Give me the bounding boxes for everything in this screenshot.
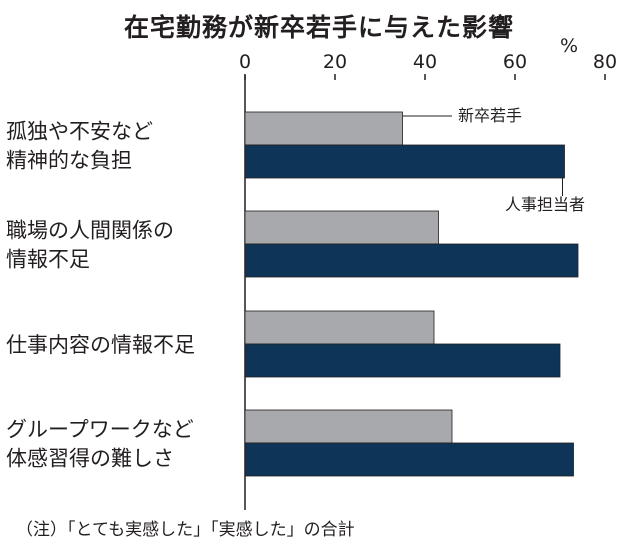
footnote: （注）「とても実感した」「実感した」の合計 [16,520,355,540]
chart-title: 在宅勤務が新卒若手に与えた影響 [123,13,514,42]
x-tick-label: 60 [503,51,527,73]
legend-label-jinji: 人事担当者 [505,195,585,214]
bar-jinji [244,144,565,179]
bar-shinsotsu [244,409,453,444]
legend-label-shinsotsu: 新卒若手 [458,106,522,125]
x-tick-label: 0 [239,51,251,73]
category-label: 精神的な負担 [6,149,132,173]
category-label: 孤独や不安など [6,120,153,144]
x-tick-label: 80 [593,51,617,73]
bar-jinji [244,442,574,477]
category-label: 職場の人間関係の [6,219,174,243]
bar-shinsotsu [244,111,403,146]
category-label: 情報不足 [6,248,90,272]
category-label: 体感習得の難しさ [6,447,174,471]
x-tick-label: 20 [323,51,347,73]
category-label: 仕事内容の情報不足 [6,333,195,357]
unit-label: % [560,35,579,57]
bar-shinsotsu [244,210,439,245]
category-label: グループワークなど [6,418,194,442]
x-tick-label: 40 [413,51,437,73]
bar-shinsotsu [244,310,435,345]
bar-jinji [244,243,579,278]
bar-jinji [244,343,561,378]
